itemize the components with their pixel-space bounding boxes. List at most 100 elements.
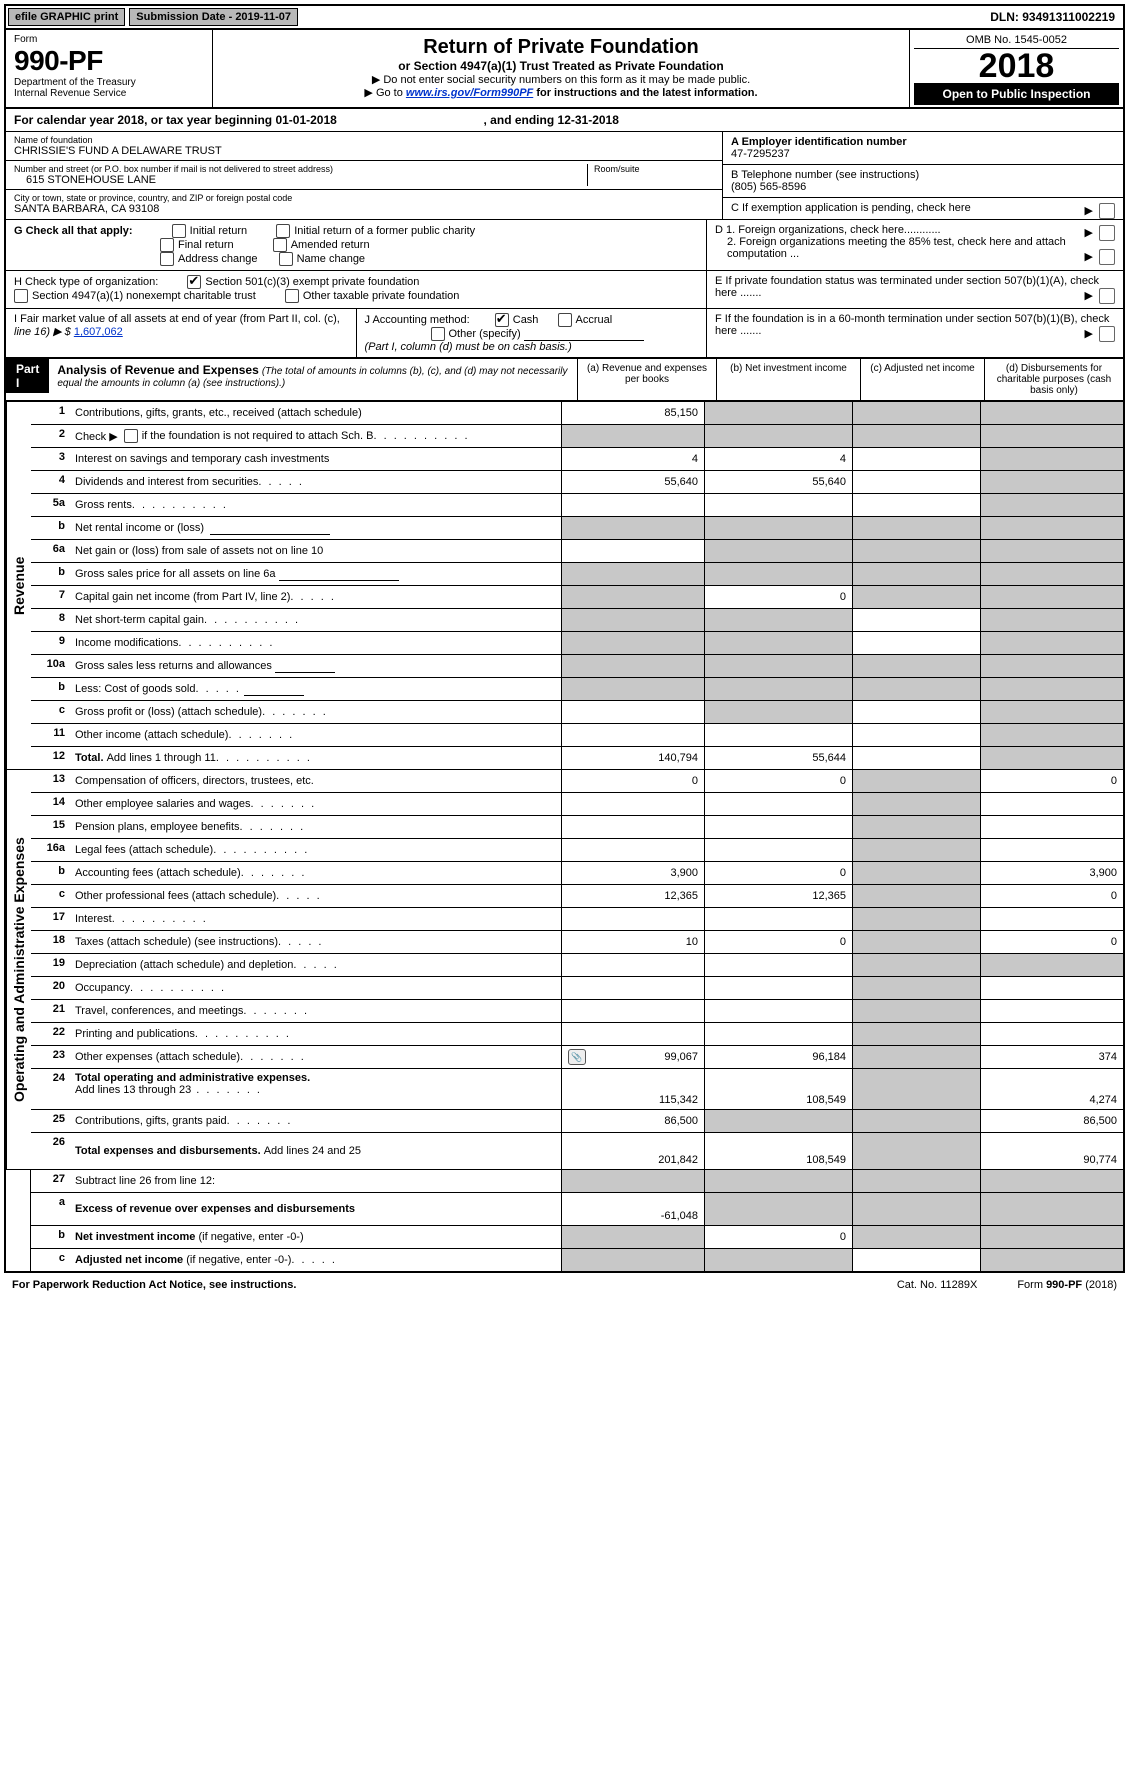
ln17-c bbox=[852, 908, 980, 930]
ln21-d bbox=[980, 1000, 1123, 1022]
ln9-desc: Income modifications bbox=[71, 632, 561, 654]
d1-text: D 1. Foreign organizations, check here..… bbox=[715, 224, 941, 236]
j-label: J Accounting method: bbox=[365, 314, 470, 326]
ck-address[interactable] bbox=[160, 252, 174, 266]
d2-text: 2. Foreign organizations meeting the 85%… bbox=[727, 236, 1066, 260]
ck-sch-b[interactable] bbox=[124, 429, 138, 443]
ln8-desc: Net short-term capital gain bbox=[71, 609, 561, 631]
ln16b-a: 3,900 bbox=[561, 862, 704, 884]
ln6a-desc: Net gain or (loss) from sale of assets n… bbox=[71, 540, 561, 562]
ln27a-num: a bbox=[31, 1193, 71, 1225]
j-cash: Cash bbox=[513, 314, 539, 326]
ln3-d bbox=[980, 448, 1123, 470]
col-c-head: (c) Adjusted net income bbox=[860, 359, 984, 400]
ln6a-b bbox=[704, 540, 852, 562]
ln13-c bbox=[852, 770, 980, 792]
ln24-desc: Total operating and administrative expen… bbox=[71, 1069, 561, 1109]
ck-initial-former[interactable] bbox=[276, 224, 290, 238]
ln27a-c bbox=[852, 1193, 980, 1225]
ln27b-b: 0 bbox=[704, 1226, 852, 1248]
h-section: H Check type of organization: Section 50… bbox=[6, 271, 706, 308]
ln14-a bbox=[561, 793, 704, 815]
f-section: F If the foundation is in a 60-month ter… bbox=[706, 309, 1123, 357]
ck-cash[interactable] bbox=[495, 313, 509, 327]
efile-print-button[interactable]: efile GRAPHIC print bbox=[8, 8, 125, 26]
ln8-d bbox=[980, 609, 1123, 631]
irs-link[interactable]: www.irs.gov/Form990PF bbox=[406, 87, 533, 99]
ln8-num: 8 bbox=[31, 609, 71, 631]
ln17-b bbox=[704, 908, 852, 930]
ck-accrual[interactable] bbox=[558, 313, 572, 327]
ln20-num: 20 bbox=[31, 977, 71, 999]
ck-501c3[interactable] bbox=[187, 275, 201, 289]
ln2-a bbox=[561, 425, 704, 447]
arrow-icon: ▶ bbox=[1085, 327, 1093, 340]
ln7-b: 0 bbox=[704, 586, 852, 608]
ln11-d bbox=[980, 724, 1123, 746]
instr2-pre: ▶ Go to bbox=[364, 87, 405, 99]
ck-other-tax[interactable] bbox=[285, 289, 299, 303]
ck-final[interactable] bbox=[160, 238, 174, 252]
cal-year-end: , and ending 12-31-2018 bbox=[484, 113, 619, 127]
ln1-desc: Contributions, gifts, grants, etc., rece… bbox=[71, 402, 561, 424]
ln11-a bbox=[561, 724, 704, 746]
ln16c-b: 12,365 bbox=[704, 885, 852, 907]
fmv-value[interactable]: 1,607,062 bbox=[74, 326, 123, 338]
f-checkbox[interactable] bbox=[1099, 326, 1115, 342]
ln15-a bbox=[561, 816, 704, 838]
ln5a-a bbox=[561, 494, 704, 516]
ln10a-a bbox=[561, 655, 704, 677]
ck-name[interactable] bbox=[279, 252, 293, 266]
ln4-desc: Dividends and interest from securities bbox=[71, 471, 561, 493]
ln6a-a bbox=[561, 540, 704, 562]
g-d-row: G Check all that apply: Initial return I… bbox=[6, 220, 1123, 271]
ln14-b bbox=[704, 793, 852, 815]
ln16c-num: c bbox=[31, 885, 71, 907]
ck-initial-return[interactable] bbox=[172, 224, 186, 238]
revenue-lines: 1Contributions, gifts, grants, etc., rec… bbox=[31, 402, 1123, 769]
ln6b-desc: Gross sales price for all assets on line… bbox=[71, 563, 561, 585]
d2-checkbox[interactable] bbox=[1099, 249, 1115, 265]
ln16a-a bbox=[561, 839, 704, 861]
ln1-c bbox=[852, 402, 980, 424]
ln16a-desc: Legal fees (attach schedule) bbox=[71, 839, 561, 861]
attachment-icon[interactable]: 📎 bbox=[568, 1049, 586, 1065]
ln24-num: 24 bbox=[31, 1069, 71, 1109]
ln18-num: 18 bbox=[31, 931, 71, 953]
ck-amended[interactable] bbox=[273, 238, 287, 252]
return-title: Return of Private Foundation bbox=[221, 36, 901, 59]
opt-initial-former: Initial return of a former public charit… bbox=[294, 225, 475, 237]
ck-other-method[interactable] bbox=[431, 327, 445, 341]
ln26-a: 201,842 bbox=[561, 1133, 704, 1169]
phone-cell: B Telephone number (see instructions) (8… bbox=[723, 165, 1123, 198]
ln1-num: 1 bbox=[31, 402, 71, 424]
g-label: G Check all that apply: bbox=[14, 225, 133, 237]
ln14-d bbox=[980, 793, 1123, 815]
ln8-a bbox=[561, 609, 704, 631]
ln14-desc: Other employee salaries and wages bbox=[71, 793, 561, 815]
c-checkbox[interactable] bbox=[1099, 203, 1115, 219]
ln6b-c bbox=[852, 563, 980, 585]
ln5a-desc: Gross rents bbox=[71, 494, 561, 516]
ln7-c bbox=[852, 586, 980, 608]
ln12-b: 55,644 bbox=[704, 747, 852, 769]
d1-checkbox[interactable] bbox=[1099, 225, 1115, 241]
ln11-desc: Other income (attach schedule) bbox=[71, 724, 561, 746]
ln27c-b bbox=[704, 1249, 852, 1271]
ln21-b bbox=[704, 1000, 852, 1022]
ln10b-desc: Less: Cost of goods sold bbox=[71, 678, 561, 700]
ln11-num: 11 bbox=[31, 724, 71, 746]
ln26-num: 26 bbox=[31, 1133, 71, 1169]
ln7-a bbox=[561, 586, 704, 608]
ln7-num: 7 bbox=[31, 586, 71, 608]
ln9-b bbox=[704, 632, 852, 654]
e-checkbox[interactable] bbox=[1099, 288, 1115, 304]
ln19-b bbox=[704, 954, 852, 976]
ln22-desc: Printing and publications bbox=[71, 1023, 561, 1045]
ln25-desc: Contributions, gifts, grants paid bbox=[71, 1110, 561, 1132]
ln4-c bbox=[852, 471, 980, 493]
col-b-head: (b) Net investment income bbox=[716, 359, 860, 400]
ln19-num: 19 bbox=[31, 954, 71, 976]
ln10a-b bbox=[704, 655, 852, 677]
ck-4947[interactable] bbox=[14, 289, 28, 303]
